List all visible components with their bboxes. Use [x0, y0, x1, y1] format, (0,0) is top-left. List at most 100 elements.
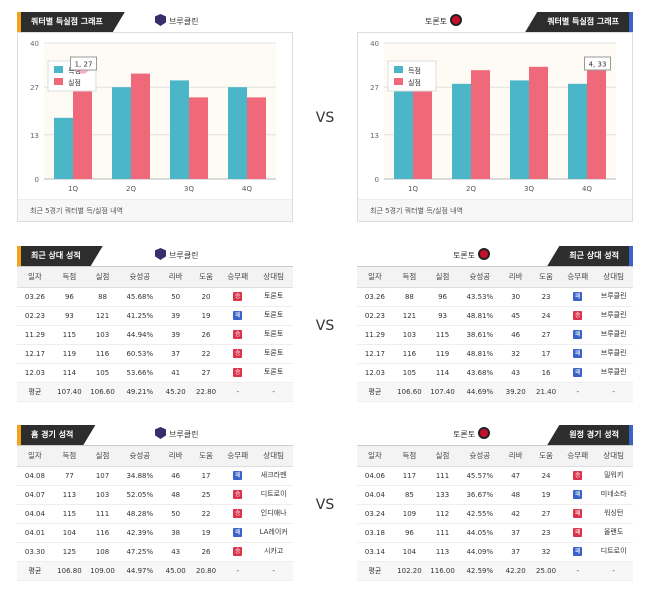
table-cell: 32 [530, 542, 562, 562]
column-header: 실점 [425, 446, 460, 467]
table-cell: 93 [52, 306, 86, 326]
average-cell: 107.40 [52, 382, 86, 402]
average-cell: 평균 [357, 561, 393, 581]
average-cell: 44.69% [459, 382, 501, 402]
table-cell: 디트로이 [254, 485, 293, 505]
column-header: 상대팀 [254, 267, 293, 288]
chart-tooltip: 1, 27 [70, 56, 97, 71]
table-cell: 디트로이 [594, 542, 633, 562]
table-cell: 브루클린 [594, 306, 633, 326]
y-tick-label: 40 [370, 40, 379, 48]
table-cell: 02.23 [357, 306, 393, 326]
table-cell: 브루클린 [594, 344, 633, 364]
right-chart-note: 최근 5경기 쿼터별 득/실점 내역 [358, 199, 632, 221]
table-cell: 17 [530, 344, 562, 364]
table-cell: 25 [190, 485, 222, 505]
result-badge: 패 [573, 330, 583, 339]
table-cell: 103 [392, 325, 426, 345]
column-header: 리바 [500, 446, 531, 467]
table-cell: 브루클린 [594, 325, 633, 345]
bar-conceded [587, 66, 606, 179]
column-header: 득점 [52, 446, 86, 467]
table-cell: 105 [85, 363, 120, 383]
legend-label: 실점 [408, 78, 421, 87]
x-tick-label: 4Q [582, 185, 592, 193]
left-chart-panel: 쿼터별 득실점 그래프 브루클린 0 13 27 40 1Q 2Q 3Q 4Q 득점 실점 1, 2… [17, 12, 293, 222]
table-cell: 34.88% [119, 466, 161, 486]
right-h2h-header: 토론토 최근 상대 성적 [357, 246, 633, 266]
column-header: 실점 [85, 267, 120, 288]
table-cell: 22 [190, 344, 222, 364]
table-cell: 17 [190, 466, 222, 486]
table-cell: 04.06 [357, 466, 393, 486]
left-home-table-wrap: 일자 득점 실점 슛성공 리바 도움 승무패 상대팀 04.08 77 107 34.88% 46 17 패… [17, 445, 293, 581]
table-cell: 11.29 [17, 325, 53, 345]
right-chart-box: 0 13 27 40 1Q 2Q 3Q 4Q 득점 실점 4, 33 최근 5경기 쿼터별 득/실점… [357, 32, 633, 222]
bar-scored [394, 87, 413, 179]
table-row: 12.03 114 105 53.66% 41 27 승 토론토 [17, 363, 293, 383]
table-cell: 03.24 [357, 504, 393, 524]
right-away-panel: 토론토 원정 경기 성적 일자 득점 실점 슛성공 리바 도움 승무패 상대팀 04.06 117… [357, 425, 633, 583]
team-name-text: 토론토 [453, 251, 476, 260]
average-cell: - [221, 382, 255, 402]
column-header: 도움 [190, 267, 222, 288]
table-cell: 85 [392, 485, 426, 505]
right-chart-title: 쿼터별 득실점 그래프 [525, 12, 633, 32]
table-cell: 03.26 [357, 287, 393, 307]
average-cell: - [561, 382, 595, 402]
table-cell: 브루클린 [594, 287, 633, 307]
table-cell: 45.57% [459, 466, 501, 486]
average-cell: 20.80 [190, 561, 222, 581]
column-header: 승무패 [221, 446, 255, 467]
legend-swatch [394, 66, 403, 73]
left-team-label: 브루클린 [155, 12, 198, 32]
bar-conceded [471, 70, 490, 179]
team-name-text: 브루클린 [169, 430, 199, 439]
result-badge: 승 [233, 349, 243, 358]
table-cell: 38 [160, 523, 191, 543]
vs-label-2: VS [315, 318, 335, 334]
column-header: 일자 [17, 446, 53, 467]
table-cell: 승 [221, 542, 255, 562]
table-cell: 03.14 [357, 542, 393, 562]
table-cell: 111 [425, 523, 460, 543]
table-cell: 올랜도 [594, 523, 633, 543]
table-cell: 토론토 [254, 287, 293, 307]
table-cell: 04.08 [17, 466, 53, 486]
table-cell: 96 [52, 287, 86, 307]
table-cell: 27 [530, 504, 562, 524]
bar-conceded [189, 97, 208, 179]
right-chart-panel: 토론토 쿼터별 득실점 그래프 0 13 27 40 1Q 2Q 3Q 4Q 득점 실점 4, 33… [357, 12, 633, 222]
table-cell: 02.23 [17, 306, 53, 326]
table-cell: 11.29 [357, 325, 393, 345]
table-cell: 토론토 [254, 325, 293, 345]
left-home-panel: 홈 경기 성적 브루클린 일자 득점 실점 슛성공 리바 도움 승무패 상대팀 04.08 77 1… [17, 425, 293, 583]
average-row: 평균 106.60 107.40 44.69% 39.20 21.40- - [357, 382, 633, 402]
column-header: 실점 [425, 267, 460, 288]
y-tick-label: 13 [30, 132, 39, 140]
table-cell: 브루클린 [594, 363, 633, 383]
average-row: 평균 102.20 116.00 42.59% 42.20 25.00- - [357, 561, 633, 581]
legend-swatch [394, 78, 403, 85]
table-cell: 04.01 [17, 523, 53, 543]
table-cell: 104 [392, 542, 426, 562]
table-cell: 승 [221, 485, 255, 505]
vs-label-3: VS [315, 497, 335, 513]
y-tick-label: 40 [30, 40, 39, 48]
right-chart-header: 토론토 쿼터별 득실점 그래프 [357, 12, 633, 32]
average-cell: - [221, 561, 255, 581]
result-badge: 승 [233, 368, 243, 377]
table-row: 04.06 117 111 45.57% 47 24 승 밀워키 [357, 466, 633, 486]
left-h2h-panel: 최근 상대 성적 브루클린 일자 득점 실점 슛성공 리바 도움 승무패 상대팀 03.26 96… [17, 246, 293, 402]
table-cell: 52.05% [119, 485, 161, 505]
table-cell: 20 [190, 287, 222, 307]
right-team-label: 토론토 [453, 425, 491, 445]
result-badge: 패 [573, 349, 583, 358]
table-cell: 19 [530, 485, 562, 505]
table-cell: 46 [500, 325, 531, 345]
table-cell: 새크라멘 [254, 466, 293, 486]
table-cell: 26 [190, 325, 222, 345]
table-cell: 103 [85, 325, 120, 345]
bar-conceded [247, 97, 266, 179]
